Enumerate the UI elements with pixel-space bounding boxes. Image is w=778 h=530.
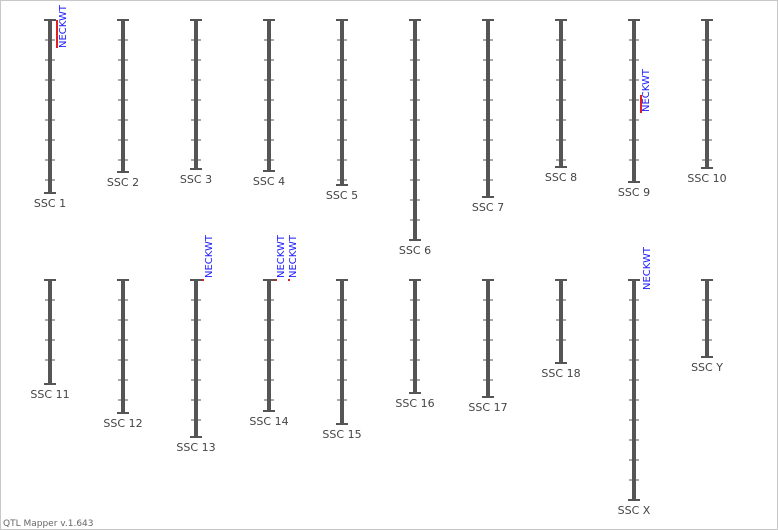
qtl-label: NECKWT (642, 246, 653, 290)
chromosome (632, 280, 636, 500)
qtl-region (288, 279, 290, 281)
chromosome (267, 20, 271, 171)
qtl-label: NECKWT (276, 234, 287, 278)
chromosome-label: SSC 11 (30, 388, 69, 401)
chromosome (340, 20, 344, 185)
chromosome (486, 280, 490, 397)
chromosome-label: SSC 15 (322, 428, 361, 441)
chromosome (705, 20, 709, 168)
chromosome-label: SSC 10 (687, 172, 726, 185)
chromosome-label: SSC 5 (326, 189, 358, 202)
qtl-region (640, 95, 642, 113)
chromosome-label: SSC Y (691, 361, 723, 374)
chromosome (340, 280, 344, 424)
chromosome (121, 20, 125, 172)
chromosome-label: SSC 4 (253, 175, 285, 188)
chromosome-label: SSC X (618, 504, 651, 517)
chromosome (632, 20, 636, 182)
chromosome (194, 280, 198, 437)
chromosome-label: SSC 14 (249, 415, 288, 428)
chromosome-label: SSC 7 (472, 201, 504, 214)
footer: QTL Mapper v.1.643 (3, 519, 94, 529)
chromosome (121, 280, 125, 413)
chromosome (559, 20, 563, 167)
qtl-label: NECKWT (58, 4, 69, 48)
chromosome (486, 20, 490, 197)
chromosome-label: SSC 6 (399, 244, 431, 257)
qtl-region (202, 279, 204, 281)
qtl-label: NECKWT (204, 234, 215, 278)
chromosome-label: SSC 8 (545, 171, 577, 184)
chromosome-label: SSC 3 (180, 173, 212, 186)
qtl-region (56, 20, 58, 48)
chromosome (413, 280, 417, 393)
chromosome (705, 280, 709, 357)
chromosome (413, 20, 417, 240)
chromosome-label: SSC 13 (176, 441, 215, 454)
chromosome-label: SSC 17 (468, 401, 507, 414)
chromosome (48, 280, 52, 384)
qtl-label: NECKWT (641, 68, 652, 112)
qtl-label: NECKWT (288, 234, 299, 278)
chromosome (48, 20, 52, 193)
chromosome-label: SSC 2 (107, 176, 139, 189)
chromosome-label: SSC 9 (618, 186, 650, 199)
chromosome-label: SSC 16 (395, 397, 434, 410)
chromosome (194, 20, 198, 169)
chromosome (559, 280, 563, 363)
chromosome-label: SSC 12 (103, 417, 142, 430)
qtl-region (275, 279, 277, 281)
chromosome (267, 280, 271, 411)
chromosome-label: SSC 18 (541, 367, 580, 380)
chromosome-label: SSC 1 (34, 197, 66, 210)
